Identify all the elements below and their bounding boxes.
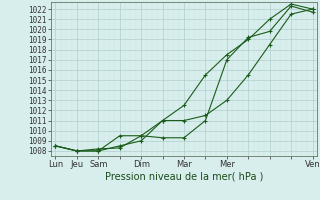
X-axis label: Pression niveau de la mer( hPa ): Pression niveau de la mer( hPa ) bbox=[105, 172, 263, 182]
